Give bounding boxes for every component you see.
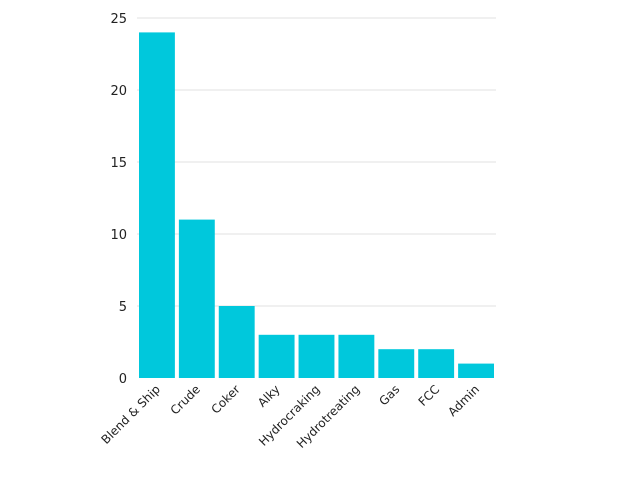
- y-tick-label: 20: [110, 84, 127, 99]
- bar: [378, 349, 415, 378]
- bar: [139, 32, 175, 379]
- x-tick-label: Blend & Ship: [98, 382, 163, 447]
- bar: [338, 334, 375, 378]
- x-tick-label: FCC: [416, 382, 443, 409]
- bar: [458, 363, 494, 378]
- y-tick-label: 5: [119, 300, 127, 315]
- x-tick-label: Gas: [376, 382, 402, 408]
- x-tick-label: Coker: [209, 382, 243, 416]
- y-tick-label: 0: [119, 372, 127, 387]
- x-tick-label: Alky: [255, 382, 283, 410]
- bar: [218, 306, 255, 378]
- bar: [178, 219, 215, 378]
- bar: [418, 349, 455, 378]
- x-tick-label: Crude: [168, 382, 203, 417]
- x-tick-label: Admin: [445, 382, 482, 419]
- bar: [258, 334, 295, 378]
- y-tick-label: 15: [110, 156, 127, 171]
- y-tick-label: 10: [110, 228, 127, 243]
- bar: [298, 334, 335, 378]
- y-tick-label: 25: [110, 12, 127, 27]
